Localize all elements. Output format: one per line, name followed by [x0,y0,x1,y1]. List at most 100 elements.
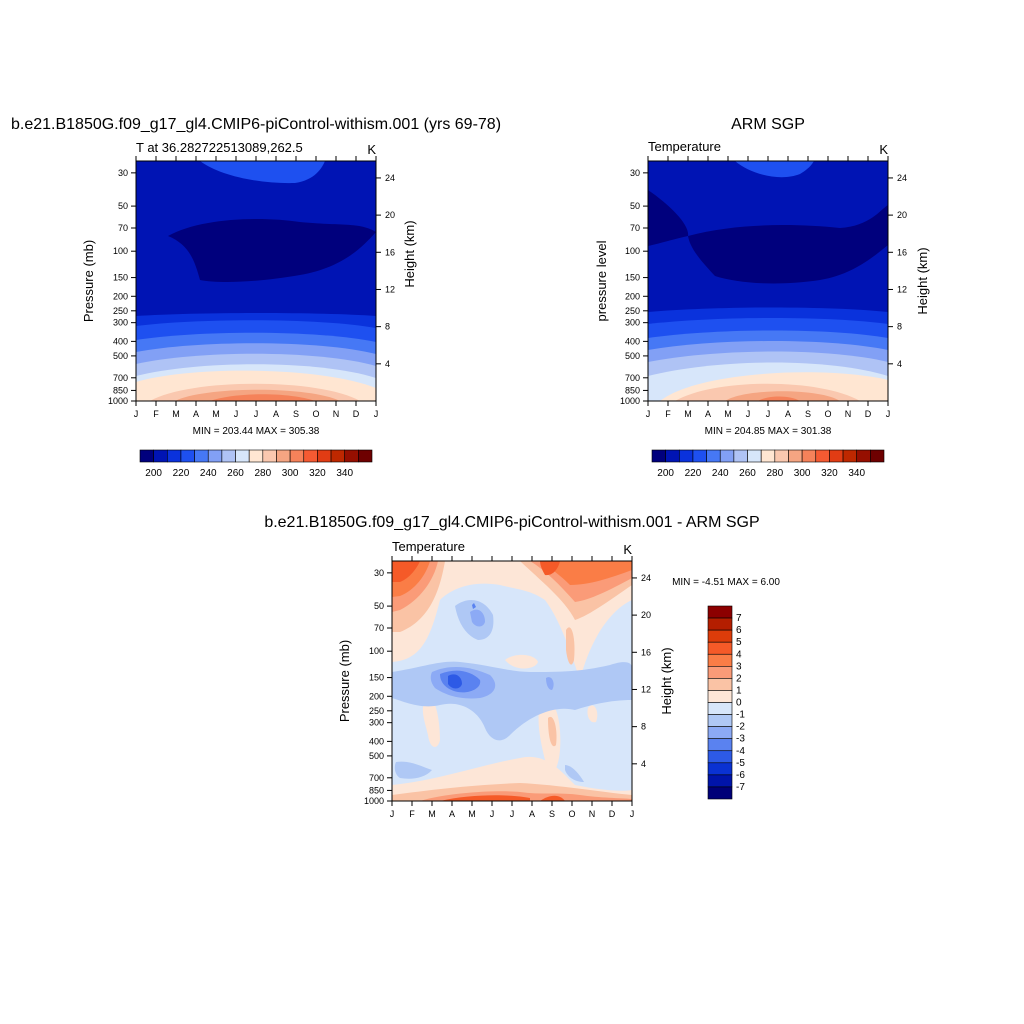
chart-subtitle-left: Temperature [392,539,465,554]
chart-title: ARM SGP [731,116,805,133]
y-tick-label: 700 [625,373,640,383]
y-tick-label: 150 [625,273,640,283]
x-tick-label: M [212,409,220,419]
colorbar: 200 220 240 260 280 300 320 340 [139,449,373,479]
y-tick-label: 1000 [620,396,640,406]
x-tick-label: J [630,809,635,819]
contour-fill [540,795,565,801]
colorbar-swatch [856,449,871,463]
y-axis-label: Pressure (mb) [337,640,352,722]
y-right-tick-label: 16 [385,247,395,257]
y-right-tick-label: 24 [641,573,651,583]
min-max-label: MIN = 204.85 MAX = 301.38 [705,426,832,437]
y-tick-label: 850 [113,385,128,395]
colorbar-label: 240 [200,468,217,479]
colorbar-swatch [788,449,803,463]
x-tick-label: F [153,409,159,419]
colorbar-label: -4 [736,746,745,757]
y-tick-label: 700 [113,373,128,383]
colorbar-label: -3 [736,734,745,745]
colorbar-swatch [235,449,250,463]
chart-title: b.e21.B1850G.f09_g17_gl4.CMIP6-piControl… [264,514,759,531]
colorbar-swatch [180,449,195,463]
colorbar-swatch [344,449,359,463]
colorbar-swatch [707,629,733,643]
y-tick-label: 70 [630,223,640,233]
y-tick-label: 700 [369,773,384,783]
x-tick-label: S [293,409,299,419]
x-tick-label: M [468,809,476,819]
colorbar-label: 280 [766,468,783,479]
chart-subtitle-left: Temperature [648,139,721,154]
min-max-label: MIN = 203.44 MAX = 305.38 [193,426,320,437]
y-tick-label: 500 [113,351,128,361]
colorbar-label: 300 [794,468,811,479]
y-tick-label: 250 [625,306,640,316]
colorbar-label: -6 [736,770,745,781]
contour-fill [200,161,325,184]
y-tick-label: 1000 [364,796,384,806]
x-tick-label: J [510,809,515,819]
y-right-tick-label: 12 [897,284,907,294]
colorbar-label: 240 [712,468,729,479]
colorbar-swatch [707,786,733,800]
colorbar-swatch [870,449,885,463]
contour-fill [440,795,530,801]
colorbar-swatch [707,666,733,679]
y-tick-label: 400 [625,336,640,346]
colorbar-swatch [139,449,154,463]
colorbar-label: 220 [685,468,702,479]
y-axis-label: Pressure (mb) [81,240,96,322]
y-right-tick-label: 4 [641,759,646,769]
colorbar-swatch [707,678,733,691]
y-tick-label: 150 [113,273,128,283]
x-tick-label: A [705,409,711,419]
x-tick-label: J [234,409,239,419]
y-tick-label: 100 [113,246,128,256]
contour-fill [540,561,632,585]
colorbar-swatch [289,449,305,463]
colorbar-label: 340 [848,468,865,479]
colorbar-swatch [194,449,209,463]
colorbar-swatch [707,690,733,703]
y-tick-label: 30 [118,168,128,178]
colorbar-label: 200 [145,468,162,479]
y-right-tick-label: 20 [641,610,651,620]
x-tick-label: J [374,409,379,419]
colorbar-label: 7 [736,613,742,624]
colorbar-swatch [651,449,666,463]
y-tick-label: 50 [630,201,640,211]
plot-area [135,160,377,402]
colorbar-swatch [733,449,748,463]
x-tick-label: J [134,409,139,419]
x-tick-label: O [312,409,319,419]
colorbar-swatch [262,449,277,463]
y-right-tick-label: 24 [385,173,395,183]
x-tick-label: N [589,809,596,819]
y-tick-label: 850 [369,785,384,795]
y-right-tick-label: 20 [897,210,907,220]
x-tick-label: S [805,409,811,419]
colorbar-swatch [747,449,762,463]
y-tick-label: 100 [625,246,640,256]
colorbar-label: 2 [736,673,742,684]
colorbar-label: 260 [227,468,244,479]
y-axis-label-right: Height (km) [659,647,674,714]
y-axis-label: pressure level [594,240,609,321]
y-tick-label: 850 [625,385,640,395]
colorbar-swatch [276,449,291,463]
colorbar-swatch [829,449,844,463]
x-tick-label: J [766,409,771,419]
colorbar-label: 4 [736,649,742,660]
colorbar-label: 220 [173,468,190,479]
colorbar-swatch [760,449,776,463]
y-right-tick-label: 4 [385,359,390,369]
contour-fill [565,765,584,782]
colorbar-label: 280 [254,468,271,479]
y-tick-label: 1000 [108,396,128,406]
x-tick-label: O [824,409,831,419]
y-tick-label: 300 [113,318,128,328]
